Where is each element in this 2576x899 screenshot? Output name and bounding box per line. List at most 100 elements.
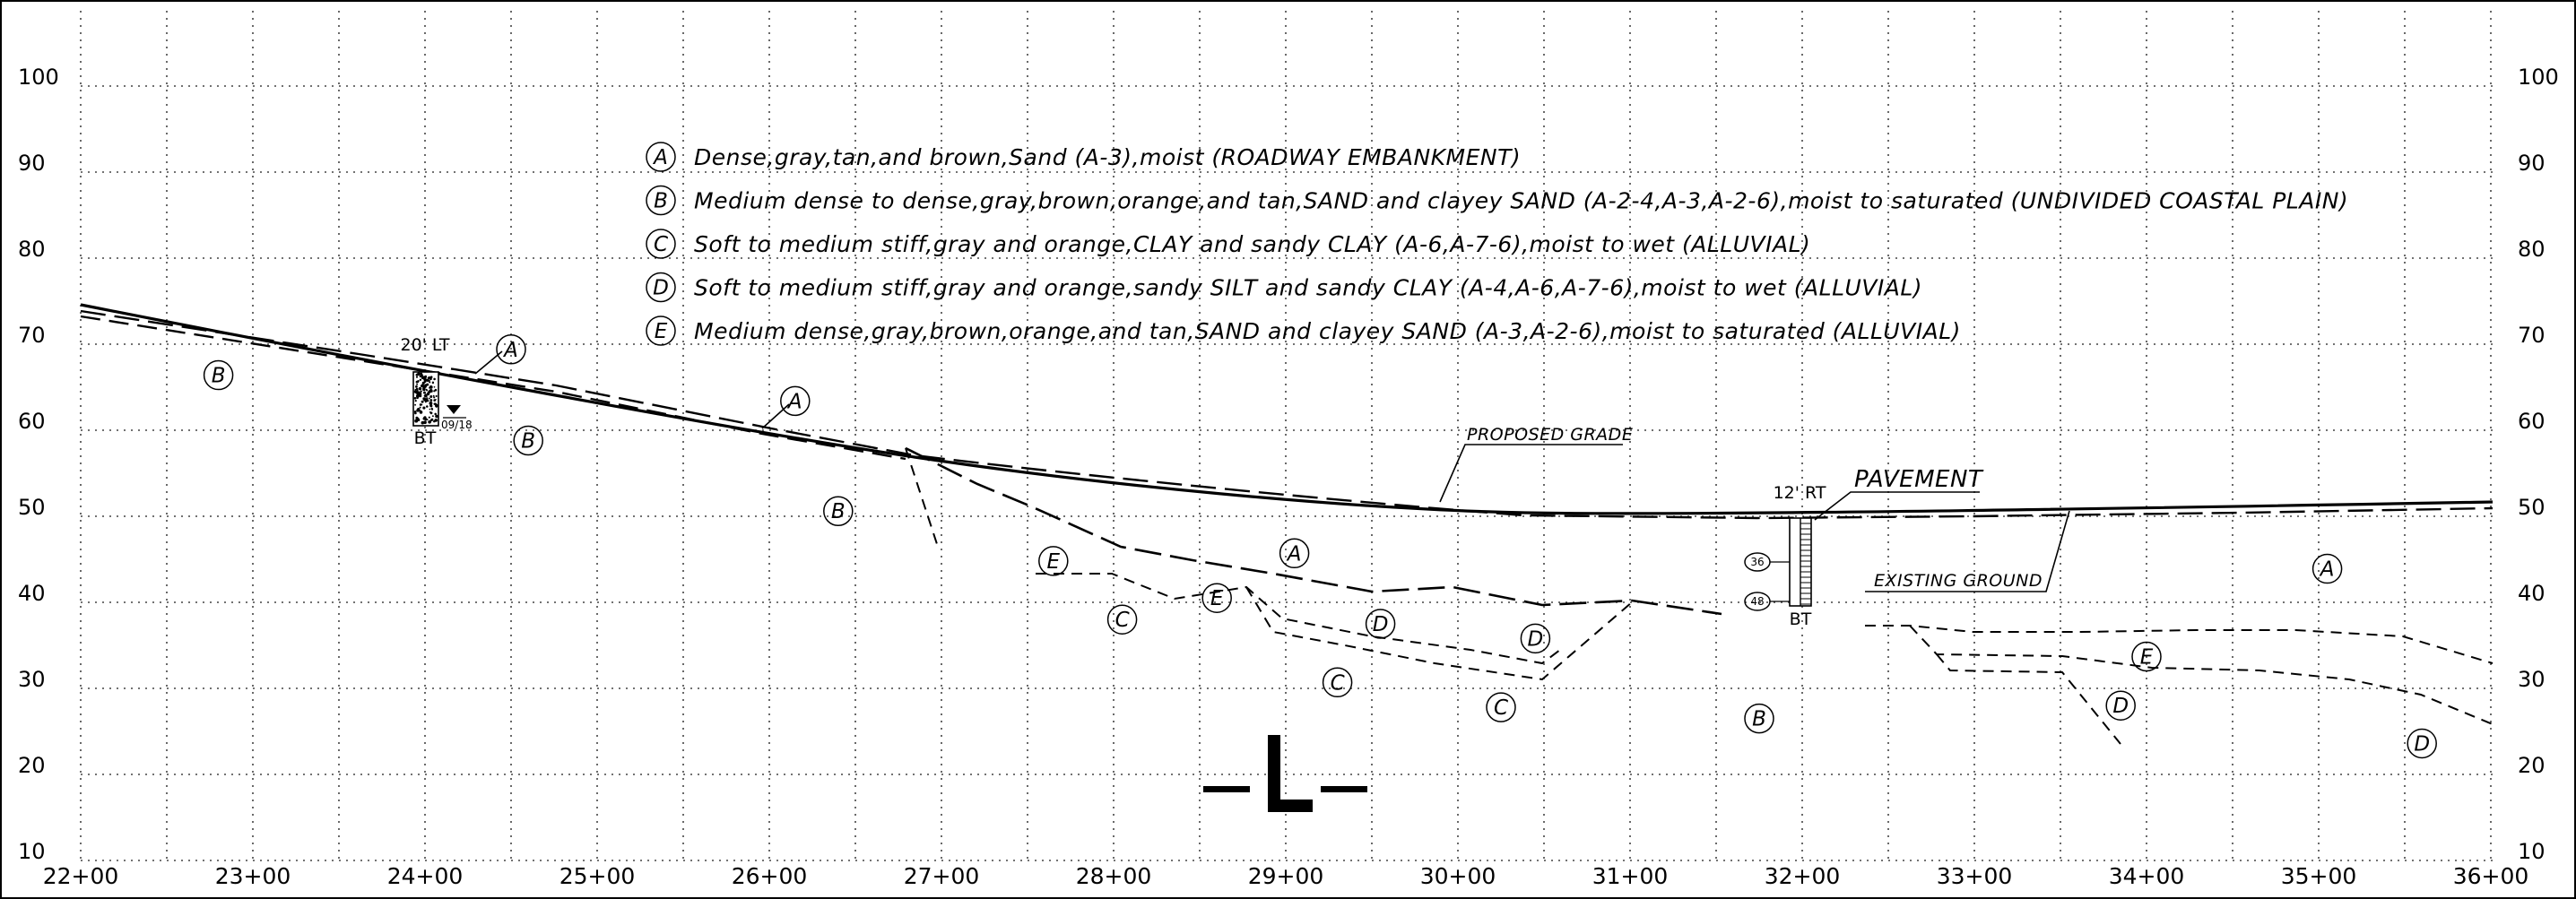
layer-label-e: E (1038, 546, 1069, 576)
stipple-dot (423, 420, 427, 425)
boring-right-hatch (1800, 518, 1811, 606)
boring-left: 20' LT BT 09/18 (400, 335, 472, 448)
stipple-dot (419, 378, 422, 381)
elevation-gridlines (81, 85, 2493, 861)
legend-item-d: D Soft to medium stiff,gray and orange,sa… (646, 272, 1922, 303)
stipple-dot (421, 400, 424, 403)
layer-label-d: D (2105, 690, 2136, 721)
stipple-dot (420, 385, 423, 388)
pavement-callout: PAVEMENT (1814, 466, 1983, 521)
elevation-label: 80 (18, 237, 46, 262)
layer-boundary-b-e-upper (905, 446, 1722, 616)
existing-ground-line (80, 309, 2494, 520)
existing-ground-line-lower (80, 315, 906, 461)
water-date: 09/18 (441, 419, 473, 431)
layer-label-letter: E (1210, 587, 1224, 610)
stipple-dot (413, 396, 417, 400)
layer-label-letter: D (1528, 627, 1544, 651)
layer-boundary-right-middle (1909, 625, 2494, 725)
stipple-dot (414, 403, 417, 406)
elevation-label: 90 (18, 151, 46, 176)
legend-letter: A (652, 146, 668, 169)
layer-boundary-e-c (1036, 573, 1561, 665)
station-label: 22+00 (43, 863, 119, 889)
layer-label-circle (496, 334, 526, 365)
stipple-dot (426, 383, 429, 386)
centerline-dash-left (1203, 786, 1250, 792)
stipple-dot (422, 417, 426, 420)
layer-label-letter: D (1373, 613, 1389, 636)
elevation-label: 70 (2518, 323, 2546, 348)
legend-circle (646, 185, 676, 216)
stipple-dot (429, 419, 433, 422)
legend-item-a: A Dense,gray,tan,and brown,Sand (A-3),moi… (646, 142, 1521, 172)
stipple-dot (423, 380, 427, 384)
legend-description: Medium dense to dense,gray,brown,orange,… (694, 188, 2348, 214)
stipple-dot (424, 394, 428, 398)
stipple-dot (428, 390, 431, 393)
stipple-dot (433, 396, 436, 399)
legend-description: Dense,gray,tan,and brown,Sand (A-3),mois… (694, 144, 1521, 170)
legend-letter: C (654, 233, 668, 256)
layer-labels: B A B A B E A C E D D C C B E D A D (203, 334, 2437, 759)
stipple-dot (428, 416, 430, 419)
legend-letter: E (655, 320, 668, 343)
layer-label-a: A (780, 385, 811, 417)
boring-left-stipple (413, 372, 438, 425)
layer-label-b: B (823, 496, 854, 526)
station-label: 25+00 (559, 863, 636, 889)
legend-circle (646, 142, 676, 172)
layer-label-c: C (1106, 604, 1138, 635)
layer-a-leader (474, 350, 503, 375)
layer-label-circle (203, 359, 234, 391)
layer-label-letter: B (1752, 708, 1766, 731)
layer-label-circle (1201, 583, 1232, 613)
proposed-grade-line (80, 303, 2494, 515)
layer-label-letter: D (2112, 695, 2129, 718)
stipple-dot (425, 388, 428, 391)
stipple-dot (422, 376, 427, 380)
station-label: 33+00 (1937, 863, 2013, 889)
stipple-dot (417, 418, 421, 422)
stipple-dot (433, 377, 436, 381)
stipple-dot (428, 419, 431, 424)
stipple-dot (416, 389, 419, 392)
stipple-dot (429, 399, 433, 402)
stipple-dot (434, 402, 437, 405)
stipple-dot (429, 389, 432, 391)
centerline-symbol (1203, 735, 1367, 812)
layer-label-letter: D (2414, 732, 2430, 756)
boring-right-label: BT (1790, 609, 1812, 629)
layer-label-letter: E (1047, 550, 1061, 574)
centerline-dash-right (1321, 786, 1367, 792)
station-label: 26+00 (732, 863, 808, 889)
stipple-dot (415, 385, 418, 388)
water-table-icon (447, 405, 461, 414)
stipple-dot (416, 396, 419, 400)
elevation-label: 30 (2518, 667, 2546, 692)
layer-label-circle (2105, 690, 2136, 721)
stipple-dot (433, 385, 436, 388)
layer-label-b: B (203, 359, 234, 391)
layer-label-a: A (496, 334, 526, 365)
elevation-label: 40 (18, 581, 46, 606)
stipple-dot (429, 408, 431, 411)
stipple-dot (420, 372, 423, 376)
layer-label-letter: B (521, 430, 535, 454)
soil-legend: A Dense,gray,tan,and brown,Sand (A-3),moi… (646, 142, 2348, 346)
station-label: 28+00 (1076, 863, 1152, 889)
station-label: 35+00 (2281, 863, 2357, 889)
proposed-grade-label: PROPOSED GRADE (1467, 425, 1633, 445)
stipple-dot (422, 387, 426, 392)
stipple-dot (429, 401, 433, 405)
existing-ground-leader (1865, 510, 2070, 592)
stipple-dot (417, 380, 420, 383)
stipple-dot (434, 412, 437, 416)
stipple-dot (416, 383, 419, 385)
station-label: 23+00 (215, 863, 291, 889)
elevation-label: 10 (2518, 839, 2546, 864)
layer-label-d: D (1365, 609, 1396, 639)
layer-a-leader (761, 403, 790, 429)
layer-boundary-right-upper (1865, 625, 2494, 664)
stipple-dot (429, 395, 433, 398)
